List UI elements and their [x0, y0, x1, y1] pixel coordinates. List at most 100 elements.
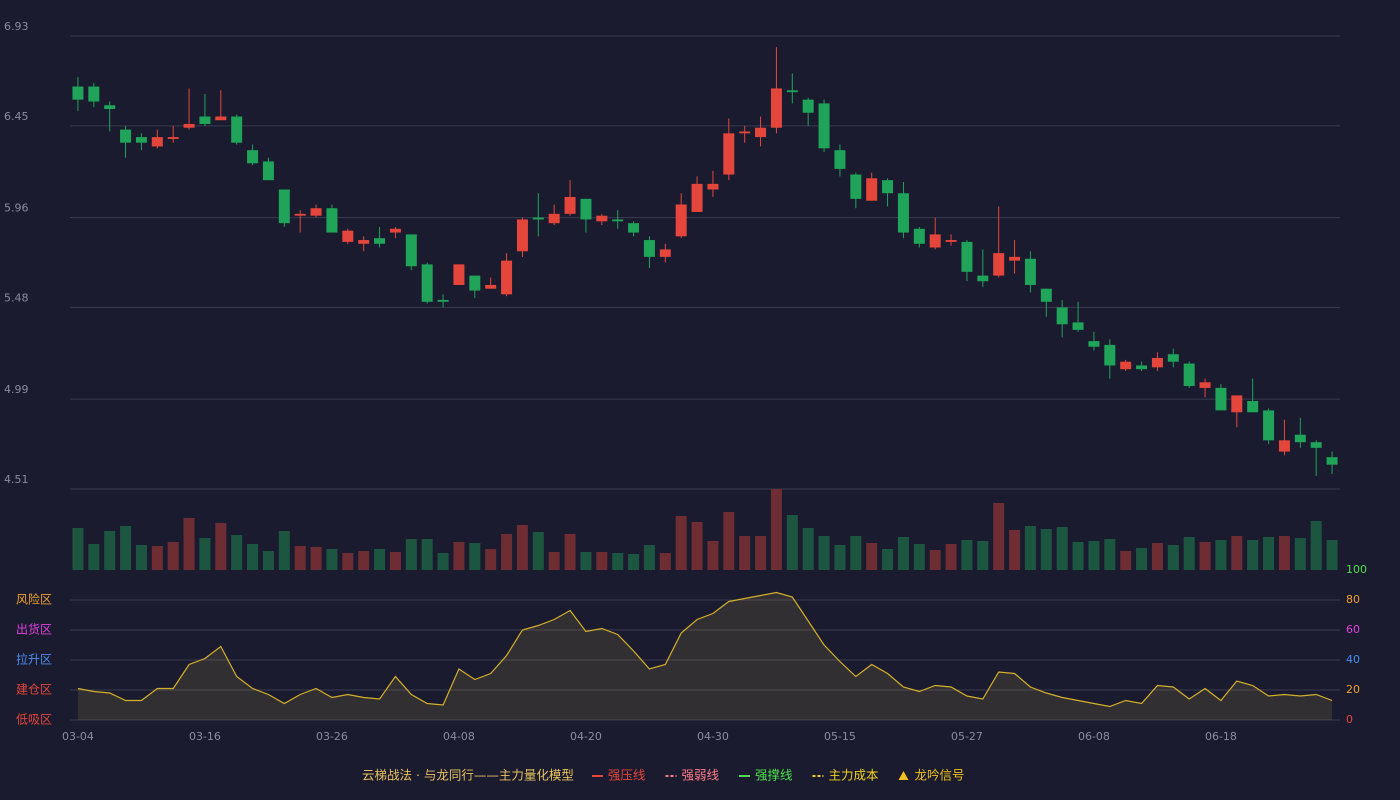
volume-bar: [104, 531, 116, 570]
candle-body: [358, 240, 370, 244]
candle-body: [548, 213, 560, 224]
volume-bar: [929, 550, 941, 570]
volume-bar: [374, 549, 386, 570]
candle-body: [1167, 354, 1179, 362]
legend-label: 主力成本: [828, 768, 879, 783]
zone-label: 建仓区: [16, 683, 52, 697]
candle-body: [120, 129, 132, 143]
volume-bar: [183, 518, 195, 570]
volume-bar: [770, 489, 782, 570]
volume-bar: [1263, 537, 1275, 570]
candle-body: [405, 234, 417, 267]
x-tick-label: 05-27: [951, 730, 983, 743]
candle-body: [818, 103, 830, 149]
volume-bar: [945, 544, 957, 570]
volume-bar: [501, 534, 513, 570]
candle-body: [1040, 288, 1052, 302]
volume-bar: [262, 551, 274, 570]
y-tick-label: 20: [1346, 683, 1360, 696]
candle-body: [1294, 434, 1306, 443]
zone-label: 出货区: [16, 622, 52, 637]
volume-bar: [405, 539, 417, 570]
candle-body: [247, 150, 259, 164]
candle-body: [389, 228, 401, 233]
volume-bar: [691, 522, 703, 570]
volume-bar: [72, 528, 84, 570]
volume-bar: [707, 541, 719, 570]
candle-body: [977, 275, 989, 282]
volume-bar: [421, 539, 433, 570]
candle-body: [628, 223, 640, 233]
volume-bar: [659, 553, 671, 570]
candle-body: [802, 99, 814, 113]
y-tick-label: 6.45: [4, 110, 29, 123]
candle-body: [88, 86, 100, 102]
volume-bar: [739, 536, 751, 570]
legend-label: 强压线: [608, 768, 646, 783]
volume-bar: [1120, 551, 1132, 570]
candle-body: [1310, 442, 1322, 448]
candle-body: [1263, 410, 1275, 441]
volume-bar: [723, 512, 735, 570]
candle-body: [151, 137, 163, 147]
x-tick-label: 03-04: [62, 730, 94, 743]
volume-bar: [818, 536, 830, 570]
candle-body: [1247, 401, 1259, 413]
volume-bar: [1215, 540, 1227, 570]
candle-body: [342, 230, 354, 242]
x-tick-label: 04-20: [570, 730, 602, 743]
volume-bar: [1167, 545, 1179, 570]
volume-bar: [866, 543, 878, 570]
volume-bar: [532, 532, 544, 570]
y-tick-label: 4.99: [4, 383, 29, 396]
volume-bar: [1024, 526, 1036, 570]
volume-bar: [786, 515, 798, 570]
candle-body: [532, 217, 544, 220]
volume-bar: [1278, 536, 1290, 570]
volume-bar: [120, 526, 132, 570]
x-tick-label: 06-08: [1078, 730, 1110, 743]
volume-bar: [294, 546, 306, 570]
volume-bar: [1040, 529, 1052, 570]
candle-body: [1056, 307, 1068, 325]
volume-bar: [1151, 543, 1163, 570]
candle-body: [659, 249, 671, 257]
volume-bar: [278, 531, 290, 570]
volume-bar: [199, 538, 211, 570]
indicator-line: [77, 591, 1333, 708]
candle-body: [1104, 344, 1116, 366]
candle-body: [707, 183, 719, 190]
candle-body: [485, 284, 497, 289]
y-tick-label: 4.51: [4, 473, 29, 486]
zone-label: 低吸区: [16, 713, 52, 727]
volume-bar: [342, 553, 354, 570]
candle-body: [675, 204, 687, 237]
volume-bar: [135, 545, 147, 570]
volume-bar: [88, 544, 100, 570]
candle-body: [786, 90, 798, 93]
volume-bar: [1231, 536, 1243, 570]
y-tick-label: 40: [1346, 653, 1360, 666]
candle-body: [580, 198, 592, 220]
candle-body: [374, 238, 386, 244]
volume-bar: [453, 542, 465, 570]
volume-bar: [310, 547, 322, 570]
candle-body: [850, 174, 862, 199]
candle-body: [1326, 457, 1338, 465]
candle-body: [1199, 382, 1211, 388]
volume-bar: [485, 549, 497, 570]
candle-body: [993, 253, 1005, 276]
legend-symbol: [898, 771, 909, 780]
volume-bar: [1310, 521, 1322, 570]
candle-body: [104, 105, 116, 110]
volume-bar: [1199, 542, 1211, 570]
volume-bar: [247, 544, 259, 570]
candle-body: [1215, 387, 1227, 411]
volume-bar: [580, 552, 592, 570]
volume-bar: [167, 542, 179, 570]
candle-body: [278, 189, 290, 224]
volume-bar: [389, 552, 401, 570]
candle-body: [437, 299, 449, 302]
candle-body: [723, 133, 735, 175]
volume-bar: [215, 523, 227, 570]
